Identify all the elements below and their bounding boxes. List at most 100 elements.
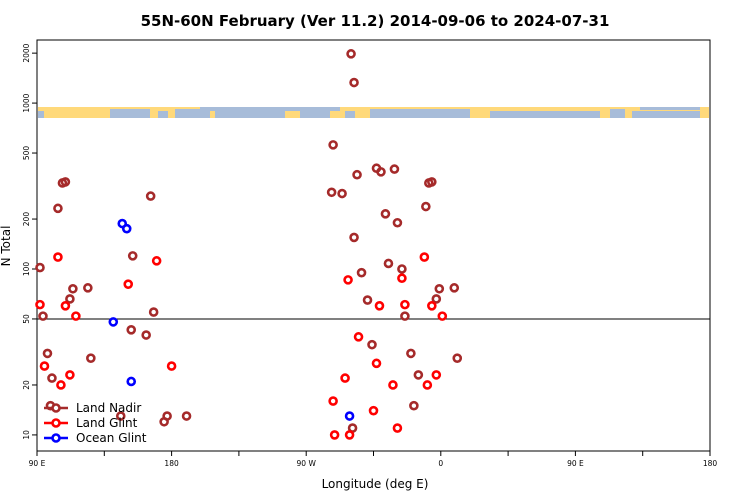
map-ocean-patch bbox=[110, 109, 150, 118]
land-glint-point bbox=[39, 361, 50, 371]
legend-item-ocean-glint: Ocean Glint bbox=[44, 431, 147, 445]
y-tick-label: 100 bbox=[22, 262, 31, 277]
land-nadir-point bbox=[35, 262, 45, 273]
land-nadir-point bbox=[406, 348, 416, 359]
land-nadir-point bbox=[141, 330, 151, 340]
land-nadir-point bbox=[326, 187, 337, 198]
land-glint-point bbox=[65, 370, 75, 380]
land-nadir-point bbox=[421, 201, 431, 212]
land-glint-point bbox=[427, 301, 437, 311]
land-glint-point bbox=[53, 252, 63, 262]
land-nadir-point bbox=[362, 295, 373, 305]
land-nadir-point bbox=[337, 188, 347, 199]
x-tick-label: 180 bbox=[703, 459, 718, 468]
land-glint-point bbox=[353, 332, 364, 342]
land-glint-point bbox=[374, 301, 385, 311]
land-nadir-point bbox=[380, 209, 391, 219]
land-glint-point bbox=[151, 256, 162, 266]
x-tick-label: 90 E bbox=[567, 459, 584, 468]
ocean-glint-point bbox=[121, 223, 132, 234]
land-glint-point bbox=[368, 405, 379, 416]
ocean-glint-point bbox=[344, 411, 355, 421]
land-nadir-point bbox=[389, 164, 400, 174]
land-nadir-point bbox=[383, 258, 394, 269]
map-ocean-patch bbox=[175, 109, 210, 118]
land-nadir-point bbox=[367, 339, 377, 350]
land-glint-point bbox=[419, 252, 430, 262]
map-ocean-patch bbox=[38, 111, 44, 118]
land-nadir-point bbox=[127, 251, 138, 261]
x-axis: 90 E 180 90 W 0 90 E 180 bbox=[29, 451, 718, 468]
data-points bbox=[35, 49, 463, 440]
land-nadir-point bbox=[346, 49, 356, 59]
land-glint-point bbox=[422, 380, 433, 390]
land-nadir-point bbox=[47, 373, 57, 383]
ocean-glint-point bbox=[126, 376, 137, 387]
map-ocean-patch bbox=[640, 107, 700, 110]
land-nadir-point bbox=[397, 264, 407, 274]
y-axis-label: N Total bbox=[0, 226, 13, 267]
land-nadir-point bbox=[38, 311, 48, 321]
land-glint-point bbox=[343, 275, 353, 285]
land-glint-point bbox=[388, 380, 398, 390]
x-tick-label: 90 E bbox=[29, 459, 46, 468]
world-map-band bbox=[38, 107, 709, 118]
legend-item-land-glint: Land Glint bbox=[44, 416, 138, 430]
land-glint-point bbox=[340, 373, 350, 383]
land-glint-point bbox=[329, 430, 340, 440]
map-ocean-patch bbox=[158, 111, 168, 118]
map-ocean-patch bbox=[632, 111, 700, 118]
land-nadir-point bbox=[400, 311, 410, 321]
land-nadir-point bbox=[148, 307, 159, 317]
land-nadir-point bbox=[86, 353, 96, 364]
land-nadir-point bbox=[413, 370, 424, 380]
land-glint-point bbox=[71, 311, 81, 321]
land-nadir-point bbox=[349, 77, 359, 88]
land-nadir-point bbox=[115, 411, 126, 421]
land-nadir-point bbox=[328, 140, 338, 150]
plot-area bbox=[36, 39, 711, 452]
land-glint-point bbox=[431, 370, 442, 380]
x-axis-label: Longitude (deg E) bbox=[322, 477, 429, 491]
land-nadir-point bbox=[352, 169, 362, 180]
land-glint-point bbox=[400, 299, 410, 310]
land-nadir-point bbox=[42, 348, 53, 359]
land-glint-point bbox=[371, 358, 382, 369]
x-tick-label: 90 W bbox=[297, 459, 317, 468]
land-glint-point bbox=[56, 380, 66, 390]
legend-item-land-nadir: Land Nadir bbox=[44, 401, 141, 415]
map-ocean-patch bbox=[215, 111, 285, 118]
map-ocean-patch bbox=[200, 107, 340, 111]
legend-label: Ocean Glint bbox=[76, 431, 147, 445]
land-glint-point bbox=[166, 361, 177, 371]
land-glint-point bbox=[35, 299, 45, 310]
map-ocean-patch bbox=[610, 109, 625, 118]
y-tick-label: 200 bbox=[22, 212, 31, 227]
legend-label: Land Nadir bbox=[76, 401, 141, 415]
land-glint-point bbox=[60, 301, 71, 311]
y-tick-label: 2000 bbox=[22, 43, 31, 62]
chart-title: 55N-60N February (Ver 11.2) 2014-09-06 t… bbox=[141, 12, 610, 30]
land-nadir-point bbox=[65, 294, 75, 304]
legend-marker bbox=[51, 403, 61, 413]
legend-marker bbox=[51, 433, 61, 443]
land-nadir-point bbox=[356, 267, 367, 278]
land-glint-point bbox=[344, 430, 355, 440]
x-tick-label: 180 bbox=[164, 459, 179, 468]
land-glint-point bbox=[397, 273, 407, 284]
ocean-glint-point bbox=[108, 317, 119, 327]
y-tick-label: 500 bbox=[22, 146, 31, 161]
y-tick-label: 1000 bbox=[22, 93, 31, 112]
land-nadir-point bbox=[427, 177, 437, 187]
land-nadir-point bbox=[53, 203, 63, 214]
map-ocean-patch bbox=[490, 111, 600, 118]
land-glint-point bbox=[437, 311, 448, 321]
y-tick-label: 50 bbox=[22, 314, 31, 324]
land-glint-point bbox=[123, 279, 134, 289]
y-axis: 10 20 50 100 200 500 1000 2000 bbox=[22, 43, 37, 440]
y-tick-label: 10 bbox=[22, 430, 31, 440]
land-nadir-point bbox=[126, 325, 137, 335]
land-nadir-point bbox=[449, 283, 460, 293]
